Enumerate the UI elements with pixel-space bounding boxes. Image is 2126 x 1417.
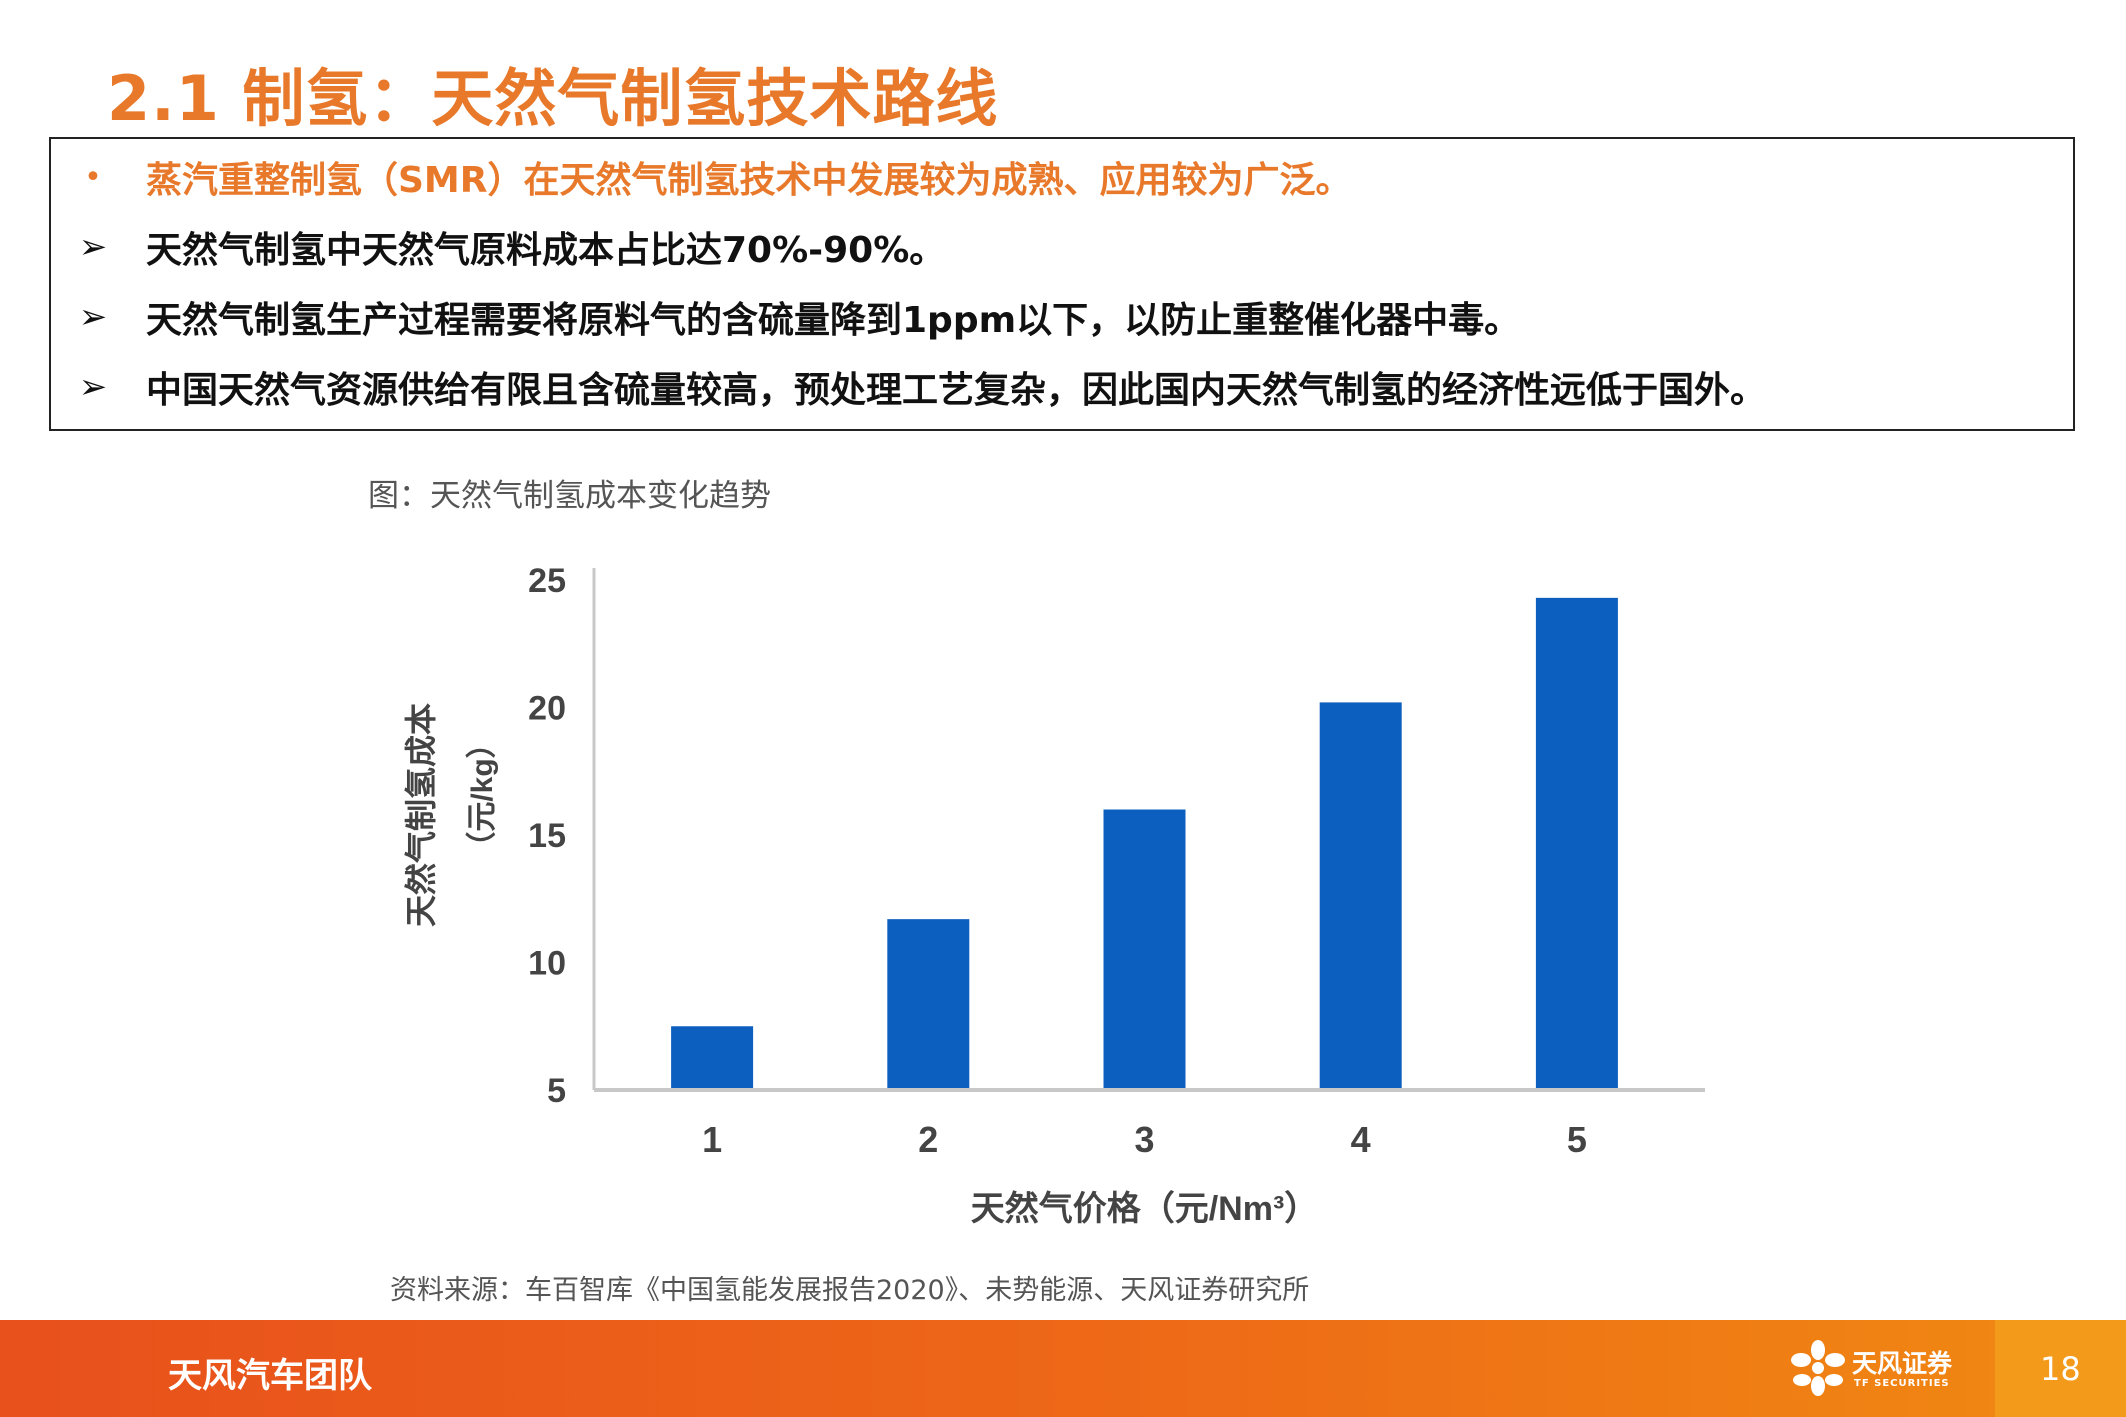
arrow-bullet-icon: ➢ — [78, 367, 108, 407]
x-tick-label: 3 — [1134, 1119, 1154, 1160]
bar-chart: 5 10 15 20 25 1 2 3 4 5 天然气制氢成本 （元/kg） 天然气价格（元/N… — [403, 562, 1705, 1228]
bullet-text: 天然气制氢中天然气原料成本占比达70%-90%。 — [146, 230, 946, 271]
arrow-bullet-icon: ➢ — [78, 227, 108, 267]
y-tick-label: 25 — [528, 562, 566, 600]
y-axis-ticks: 5 10 15 20 25 — [528, 562, 566, 1110]
page-number: 18 — [2040, 1350, 2081, 1388]
y-axis-unit-label: （元/kg） — [465, 728, 499, 861]
y-tick-label: 15 — [528, 817, 566, 855]
x-tick-label: 1 — [702, 1119, 722, 1160]
x-axis-label: 天然气价格（元/Nm³） — [971, 1189, 1319, 1228]
bullet-text: 蒸汽重整制氢（SMR）在天然气制氢技术中发展较为成熟、应用较为广泛。 — [146, 160, 1352, 201]
x-axis-ticks: 1 2 3 4 5 — [702, 1119, 1587, 1160]
y-tick-label: 10 — [528, 945, 566, 983]
bullet-item: ➢ 天然气制氢生产过程需要将原料气的含硫量降到1ppm以下，以防止重整催化器中毒… — [51, 287, 2073, 347]
figure-caption: 图：天然气制氢成本变化趋势 — [368, 478, 771, 514]
y-tick-label: 20 — [528, 690, 566, 728]
x-tick-label: 2 — [918, 1119, 938, 1160]
y-tick-label: 5 — [547, 1072, 566, 1110]
bullet-text: 天然气制氢生产过程需要将原料气的含硫量降到1ppm以下，以防止重整催化器中毒。 — [146, 300, 1521, 341]
x-tick-label: 5 — [1567, 1119, 1587, 1160]
logo-subtext: TF SECURITIES — [1854, 1378, 1950, 1389]
footer-team-name: 天风汽车团队 — [168, 1356, 372, 1396]
footer-bar: 天风汽车团队 天风证券 TF SECURITIES 18 — [0, 1320, 2126, 1417]
bar-2 — [887, 919, 970, 1090]
bar-1 — [671, 1026, 754, 1090]
bar-5 — [1535, 597, 1618, 1090]
key-points-box: • 蒸汽重整制氢（SMR）在天然气制氢技术中发展较为成熟、应用较为广泛。 ➢ 天… — [49, 137, 2075, 431]
arrow-bullet-icon: ➢ — [78, 297, 108, 337]
x-tick-label: 4 — [1351, 1119, 1371, 1160]
bar-3 — [1103, 809, 1186, 1090]
bullet-item: ➢ 中国天然气资源供给有限且含硫量较高，预处理工艺复杂，因此国内天然气制氢的经济… — [51, 357, 2073, 417]
page-number-box — [1995, 1320, 2126, 1417]
source-note: 资料来源：车百智库《中国氢能发展报告2020》、未势能源、天风证券研究所 — [390, 1275, 1310, 1306]
bullet-dot-icon: • — [84, 159, 102, 195]
y-axis-label: 天然气制氢成本 — [403, 703, 439, 927]
bullet-text: 中国天然气资源供给有限且含硫量较高，预处理工艺复杂，因此国内天然气制氢的经济性远… — [146, 370, 1767, 411]
bars — [671, 597, 1618, 1090]
flower-logo-icon — [1791, 1340, 1845, 1396]
bar-4 — [1319, 702, 1402, 1090]
bullet-item: ➢ 天然气制氢中天然气原料成本占比达70%-90%。 — [51, 217, 2073, 277]
bullet-item: • 蒸汽重整制氢（SMR）在天然气制氢技术中发展较为成熟、应用较为广泛。 — [51, 147, 2073, 207]
logo-text: 天风证券 — [1852, 1349, 1953, 1378]
company-logo: 天风证券 TF SECURITIES — [1790, 1338, 1970, 1400]
page-title: 2.1 制氢：天然气制氢技术路线 — [107, 62, 999, 135]
